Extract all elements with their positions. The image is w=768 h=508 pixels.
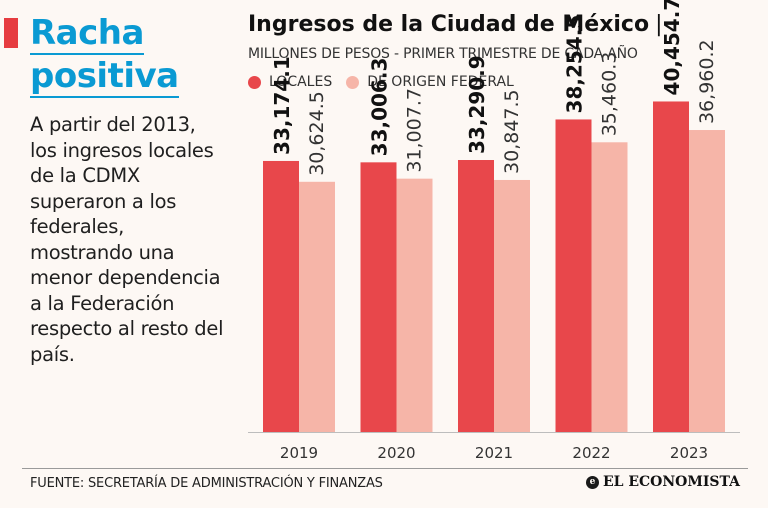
x-tick-label-2023: 2023 <box>670 444 708 462</box>
data-label-federal-2022: 35,460.3 <box>599 52 621 137</box>
legend-label-federal: DE ORIGEN FEDERAL <box>367 74 514 90</box>
intro-text: A partir del 2013, los ingresos locales … <box>30 113 224 366</box>
data-label-locales-2023: 40,454.7 <box>660 0 684 95</box>
bar-federal-2019 <box>299 181 335 432</box>
bar-locales-2021 <box>458 160 494 432</box>
legend-dot-federal <box>346 75 360 89</box>
publisher-logo: e EL ECONOMISTA <box>585 474 740 490</box>
x-tick-label-2020: 2020 <box>377 444 415 462</box>
headline-line-2: positiva <box>30 56 179 98</box>
bar-federal-2023 <box>689 130 725 433</box>
accent-bar <box>4 18 18 48</box>
legend-dot-locales <box>248 75 261 89</box>
headline: Racha positiva <box>30 14 179 100</box>
bar-federal-2020 <box>396 178 433 432</box>
x-tick-label-2021: 2021 <box>475 444 513 462</box>
bar-locales-2019 <box>263 160 299 432</box>
data-label-locales-2021: 33,290.9 <box>465 55 489 154</box>
chart-title-text: Ingresos de la Ciudad de México <box>248 12 650 37</box>
legend-item-locales: LOCALES <box>248 74 332 90</box>
chart-legend: LOCALES DE ORIGEN FEDERAL <box>248 74 528 90</box>
chart-title: Ingresos de la Ciudad de México | <box>248 12 663 37</box>
x-tick-label-2022: 2022 <box>572 444 610 462</box>
x-tick-label-2019: 2019 <box>280 444 318 462</box>
chart-subtitle: MILLONES DE PESOS - PRIMER TRIMESTRE DE … <box>248 46 638 62</box>
data-label-federal-2019: 30,624.5 <box>306 91 328 176</box>
legend-label-locales: LOCALES <box>269 74 333 90</box>
data-label-locales-2022: 38,254.5 <box>563 15 587 114</box>
data-label-federal-2021: 30,847.5 <box>501 89 523 174</box>
bar-locales-2022 <box>555 119 592 432</box>
title-separator: | <box>655 12 663 37</box>
legend-item-federal: DE ORIGEN FEDERAL <box>346 74 514 90</box>
bar-federal-2022 <box>591 142 628 432</box>
bar-federal-2021 <box>494 179 530 432</box>
source-note: FUENTE: SECRETARÍA DE ADMINISTRACIÓN Y F… <box>30 476 383 491</box>
headline-line-1: Racha <box>30 13 144 55</box>
data-label-locales-2020: 33,006.3 <box>368 58 392 157</box>
data-label-federal-2023: 36,960.2 <box>696 39 718 124</box>
bar-locales-2023 <box>653 101 689 432</box>
logo-mark-icon: e <box>585 475 599 489</box>
logo-text: EL ECONOMISTA <box>602 474 740 490</box>
data-label-federal-2020: 31,007.7 <box>404 88 426 173</box>
data-label-locales-2019: 33,174.1 <box>270 56 294 155</box>
bar-locales-2020 <box>360 162 397 432</box>
